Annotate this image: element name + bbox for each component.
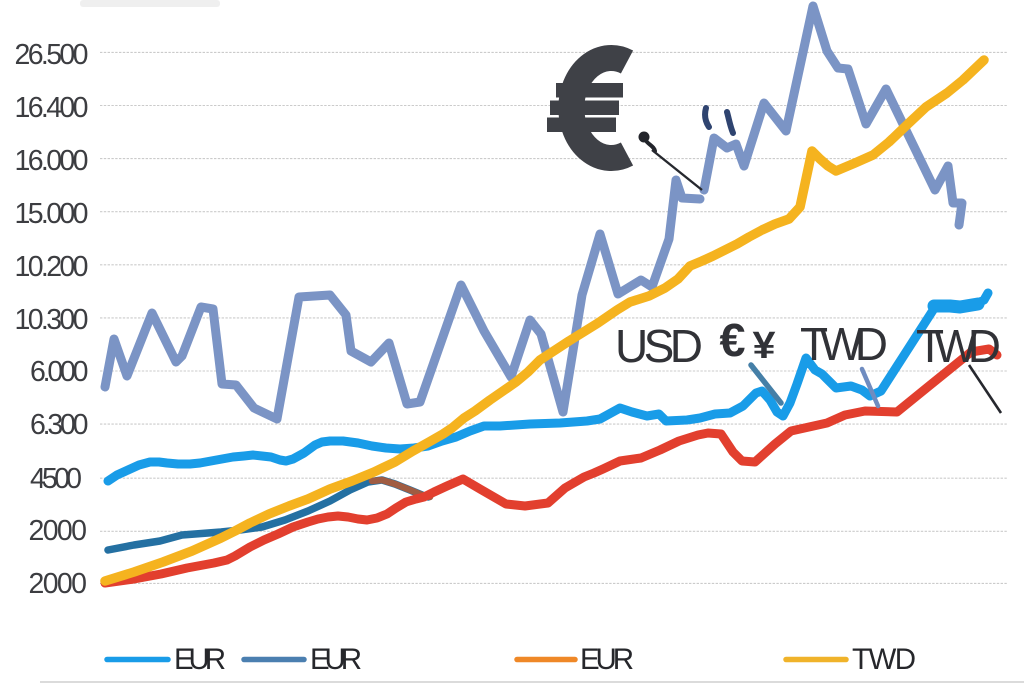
svg-text:TWD: TWD <box>800 318 888 370</box>
svg-text:6.000: 6.000 <box>30 356 89 388</box>
svg-text:TWD: TWD <box>852 643 916 676</box>
svg-text:6.300: 6.300 <box>30 409 89 441</box>
svg-text:2000: 2000 <box>29 515 88 547</box>
svg-text:26.500: 26.500 <box>15 39 89 71</box>
svg-text:4500: 4500 <box>30 463 82 495</box>
svg-text:EUR: EUR <box>174 643 226 676</box>
svg-text:TWD: TWD <box>916 320 1001 372</box>
svg-text:10.300: 10.300 <box>15 304 89 336</box>
svg-text:€: € <box>720 314 746 366</box>
svg-text:16.400: 16.400 <box>15 92 89 124</box>
svg-text:15.000: 15.000 <box>15 198 89 230</box>
svg-text:2000: 2000 <box>29 568 88 600</box>
svg-text:EUR: EUR <box>310 643 362 676</box>
svg-text:10.200: 10.200 <box>15 251 89 283</box>
svg-text:¥: ¥ <box>753 325 776 367</box>
svg-text:EUR: EUR <box>580 643 634 676</box>
svg-text:USD: USD <box>615 320 703 372</box>
svg-text:16.000: 16.000 <box>15 145 89 177</box>
